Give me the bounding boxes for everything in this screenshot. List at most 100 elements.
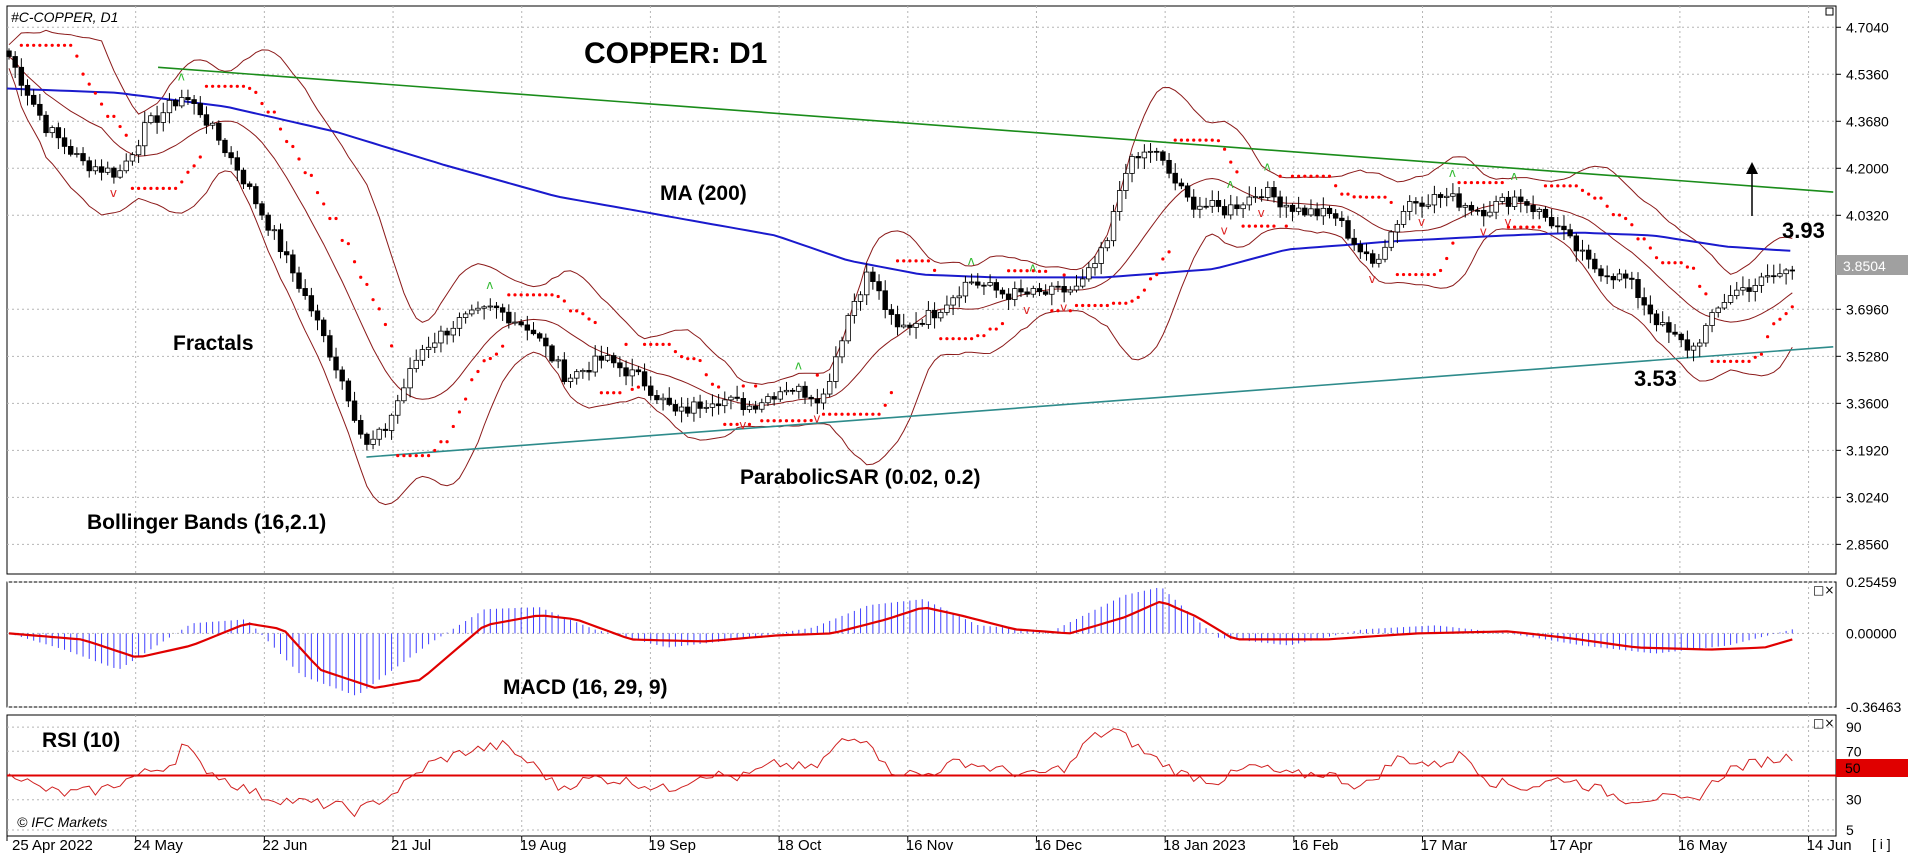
- sar-dot: [593, 320, 597, 325]
- sar-dot: [1562, 184, 1566, 188]
- sar-dot: [747, 422, 752, 426]
- date-tick-label: 16 Nov: [906, 837, 954, 854]
- candle-down: [1413, 201, 1419, 204]
- candle-down: [524, 324, 531, 331]
- sar-dot: [241, 84, 246, 88]
- sar-dot: [1247, 224, 1251, 228]
- candle-down: [18, 66, 25, 86]
- candle-down: [752, 405, 759, 410]
- sar-dot: [686, 357, 690, 361]
- candle-down: [1592, 258, 1598, 270]
- candle-down: [536, 333, 543, 339]
- sar-dot: [692, 357, 696, 361]
- candle-down: [327, 335, 333, 358]
- sar-dot: [1457, 180, 1461, 185]
- sar-dot: [969, 337, 974, 341]
- candle-up: [450, 327, 456, 336]
- sar-dot: [136, 186, 141, 190]
- candle-down: [635, 369, 642, 373]
- candle-down: [43, 114, 49, 134]
- macd-panel: [6, 581, 1837, 708]
- candle-down: [1326, 207, 1333, 215]
- bollinger-lower: [8, 68, 1793, 506]
- sar-dot: [291, 144, 295, 149]
- candle-down: [1456, 193, 1462, 208]
- candle-up: [1228, 204, 1234, 216]
- candle-up: [1734, 289, 1740, 297]
- candle-down: [1178, 182, 1185, 187]
- sar-dot: [439, 440, 443, 444]
- candle-down: [1154, 150, 1160, 153]
- candle-up: [1764, 275, 1771, 278]
- candle-up: [678, 406, 685, 412]
- sar-dot: [1728, 359, 1733, 364]
- chart-title: COPPER: D1: [584, 37, 767, 70]
- candle-up: [1295, 207, 1302, 212]
- macd-label: MACD (16, 29, 9): [503, 676, 668, 699]
- up-arrow-head-icon: [1746, 162, 1758, 174]
- sar-dot: [1661, 261, 1665, 265]
- candle-down: [1647, 304, 1654, 315]
- price-tick-label: 4.5360: [1846, 66, 1889, 82]
- sar-dot: [1087, 303, 1091, 308]
- candle-up: [1197, 205, 1203, 210]
- rsi-window-controls-icon[interactable]: □×: [1813, 716, 1834, 730]
- sar-dot: [1408, 272, 1412, 277]
- candle-down: [1622, 273, 1629, 279]
- candle-up: [1777, 273, 1783, 277]
- candle-up: [1727, 295, 1734, 303]
- macd-window-controls-icon[interactable]: □×: [1813, 583, 1834, 597]
- candle-down: [1271, 187, 1277, 198]
- sar-dot: [513, 293, 517, 297]
- candle-up: [691, 401, 697, 414]
- sar-dot: [661, 342, 665, 346]
- fractal-down-icon: v: [1369, 272, 1376, 286]
- sar-dot: [1784, 312, 1788, 316]
- candle-up: [580, 369, 586, 373]
- candle-down: [37, 103, 43, 116]
- candle-up: [938, 311, 944, 319]
- candle-up: [370, 438, 376, 445]
- sar-dot: [957, 337, 961, 341]
- candle-up: [401, 387, 407, 402]
- candle-down: [1203, 205, 1209, 208]
- price-tick-label: 3.5280: [1846, 348, 1889, 364]
- candle-up: [129, 154, 136, 162]
- candle-up: [857, 294, 864, 302]
- candle-down: [185, 97, 191, 100]
- trendlines: [158, 66, 1834, 458]
- candle-down: [1542, 208, 1549, 218]
- fractal-down-icon: v: [739, 418, 746, 432]
- sar-dot: [1235, 170, 1239, 174]
- candle-down: [1505, 196, 1512, 207]
- candle-down: [246, 183, 253, 187]
- fractal-up-icon: ʌ: [1029, 261, 1036, 275]
- candle-up: [49, 127, 55, 134]
- candle-down: [672, 404, 679, 412]
- candle-down: [222, 139, 228, 154]
- sar-dot: [630, 387, 634, 391]
- sar-dot: [1309, 174, 1313, 178]
- candle-down: [1598, 268, 1604, 277]
- candle-up: [1740, 287, 1746, 291]
- candle-down: [499, 307, 506, 313]
- sar-dot: [636, 385, 640, 389]
- maximize-icon[interactable]: [1825, 7, 1834, 16]
- axis-suffix[interactable]: [ i ]: [1872, 836, 1891, 852]
- sar-dot: [809, 418, 813, 423]
- sar-dot: [760, 419, 764, 423]
- candle-up: [722, 399, 728, 407]
- sar-dot: [1303, 174, 1307, 178]
- sar-dot: [1167, 250, 1171, 254]
- sar-dot: [1580, 188, 1585, 192]
- sar-dot: [1081, 303, 1085, 308]
- macd-tick-label: -0.36463: [1846, 699, 1901, 715]
- sar-dot: [846, 412, 850, 416]
- sar-dot: [315, 190, 320, 195]
- sar-dot: [1469, 180, 1474, 185]
- sar-dot: [1161, 257, 1165, 261]
- sar-dot: [278, 127, 283, 131]
- sar-dot: [667, 342, 671, 346]
- fractals-label: Fractals: [173, 332, 254, 355]
- candle-down: [339, 369, 345, 382]
